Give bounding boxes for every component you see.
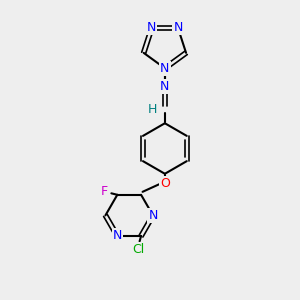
Text: Cl: Cl [132,243,144,256]
Text: N: N [148,209,158,222]
Text: O: O [160,177,170,190]
Text: N: N [173,21,183,34]
Text: N: N [147,21,156,34]
Text: N: N [112,230,122,242]
Text: N: N [160,62,170,75]
Text: H: H [148,103,157,116]
Text: F: F [100,185,107,198]
Text: N: N [160,80,170,93]
